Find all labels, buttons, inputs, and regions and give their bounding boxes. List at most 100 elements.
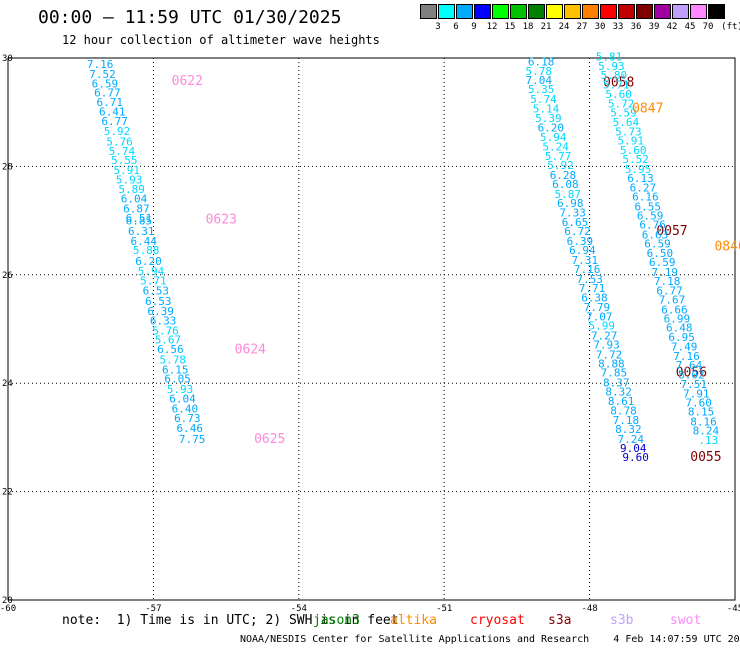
legend-swatch [636,4,653,19]
swh-value: 7.04 [525,74,552,87]
swh-value: 7.24 [618,433,645,446]
swh-value: 7.85 [601,367,628,380]
swh-value: 6.77 [94,86,121,99]
swh-value: 6.27 [630,181,657,194]
legend-label: 6 [453,22,459,32]
legend-swatch [564,4,581,19]
swh-value: 5.93 [598,60,625,73]
swh-value: 6.40 [172,402,199,415]
swh-value: 8.24 [693,425,720,438]
swh-value: 6.63 [642,228,669,241]
pass-time-label: 0057 [656,224,687,239]
swh-value: 5.74 [530,93,557,106]
swh-value: 7.16 [673,350,700,363]
legend-swatch [456,4,473,19]
swh-value: 7.52 [89,68,116,81]
swh-value: 5.94 [138,265,165,278]
y-tick-label: 22 [2,488,13,498]
swh-value: 5.60 [620,144,647,157]
satellite-label: cryosat [470,613,525,628]
legend-label: 30 [594,22,606,32]
swh-value: 7.18 [613,414,640,427]
legend-label: 39 [648,22,660,32]
pass-time-label: 0058 [603,76,634,91]
legend-label: 12 [486,22,498,32]
swh-value: 5.52 [622,153,649,166]
swh-value: 5.91 [618,135,645,148]
legend-swatch [600,4,617,19]
swh-value: 6.41 [99,105,126,118]
x-tick-label: -45 [727,604,740,614]
swh-value: 6.31 [128,225,155,238]
swh-value: 5.64 [613,116,640,129]
swh-value: 6.59 [92,77,119,90]
legend-swatch [528,4,545,19]
legend-label: 42 [666,22,678,32]
swh-value: 6.77 [656,284,683,297]
swh-value: 6.05 [164,373,191,386]
y-tick-label: 24 [2,379,13,389]
swh-value: 5.73 [615,126,642,139]
legend-swatch [708,4,725,19]
swh-value: 5.91 [113,164,140,177]
swh-value: 6.95 [668,331,695,344]
swh-value: 6.18 [528,56,555,69]
swh-value: 6.39 [567,235,594,248]
legend-label: 27 [576,22,588,32]
swh-value: 5.92 [104,125,131,138]
y-tick-label: 28 [2,162,13,172]
x-tick-label: -54 [291,604,307,614]
satellite-label: s3b [610,613,634,628]
swh-value: 6.99 [664,312,691,325]
swh-value: 7.93 [593,339,620,352]
swh-value: 5.77 [545,150,572,163]
swh-value: 7.31 [572,254,599,267]
swh-value: 7.64 [676,359,703,372]
swh-value: 7.49 [671,341,698,354]
swh-value: 6.04 [121,193,148,206]
swh-value: 6.55 [635,200,662,213]
swh-value: 7.60 [685,397,712,410]
legend-label: 24 [558,22,570,32]
swh-value: 7.18 [654,275,681,288]
legend-label: 3 [435,22,441,32]
swh-value: 6.65 [562,216,589,229]
pass-time-label: 0055 [690,450,721,465]
swh-value: 6.85 [126,214,153,227]
x-tick-label: -60 [0,604,16,614]
swh-value: 6.20 [135,255,162,268]
swh-value: 5.87 [555,188,582,201]
swh-value: 9.04 [620,442,647,455]
swh-value: 6.71 [97,96,124,109]
swh-value: 5.35 [528,83,555,96]
swh-value: 5.99 [588,320,615,333]
swh-value: 5.67 [155,334,182,347]
swh-value: 6.38 [581,291,608,304]
legend-swatch [672,4,689,19]
swh-value: 6.50 [647,247,674,260]
swh-value: 5.55 [111,154,138,167]
swh-value: 6.33 [150,315,177,328]
x-tick-label: -51 [436,604,452,614]
swh-value: 8.32 [615,423,642,436]
swh-value: 5.88 [133,244,160,257]
swh-value: 6.13 [627,172,654,185]
legend-swatch [438,4,455,19]
swh-value: 5.59 [610,107,637,120]
legend-swatch [420,4,437,19]
swh-value: 5.78 [160,354,187,367]
swh-value: 6.39 [147,305,174,318]
legend-label: 21 [540,22,552,32]
swh-value: 5.93 [116,174,143,187]
y-tick-label: 20 [2,596,13,606]
legend-label: 70 [702,22,714,32]
swh-value: 5.93 [167,383,194,396]
map-frame [7,57,736,601]
swh-value: 6.76 [639,219,666,232]
swh-value: 5.74 [109,145,136,158]
swh-value: 7.53 [576,273,603,286]
swh-value: 5.14 [533,103,560,116]
swh-value: 7.51 [681,378,708,391]
legend-label: 15 [504,22,516,32]
swh-value: 8.78 [610,405,637,418]
